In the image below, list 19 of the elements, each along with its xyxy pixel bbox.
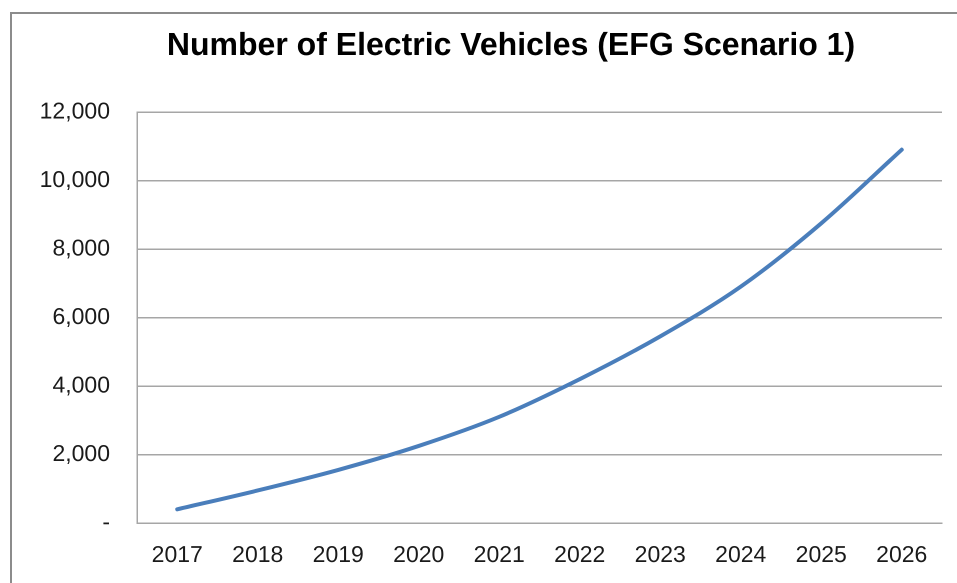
x-tick-label: 2017 — [152, 541, 203, 568]
y-tick-label: 4,000 — [52, 371, 110, 398]
y-tick-label: 10,000 — [40, 166, 110, 192]
x-tick-label: 2022 — [554, 541, 606, 568]
y-tick-label: 2,000 — [52, 440, 110, 466]
x-tick-label: 2019 — [312, 541, 364, 568]
x-tick-label: 2025 — [796, 541, 847, 568]
x-tick-label: 2024 — [715, 541, 767, 568]
chart-title: Number of Electric Vehicles (EFG Scenario 1) — [166, 25, 856, 63]
x-tick-label: 2021 — [474, 541, 525, 568]
line-series — [175, 148, 904, 512]
x-tick-label: 2018 — [232, 541, 284, 568]
x-tick-label: 2023 — [634, 541, 686, 568]
y-tick-label: 12,000 — [40, 97, 110, 124]
y-tick-label: - — [102, 508, 110, 534]
y-tick-label: 8,000 — [52, 234, 110, 260]
x-tick-label: 2020 — [393, 541, 444, 568]
y-tick-label: 6,000 — [52, 302, 110, 329]
x-tick-label: 2026 — [876, 541, 928, 568]
